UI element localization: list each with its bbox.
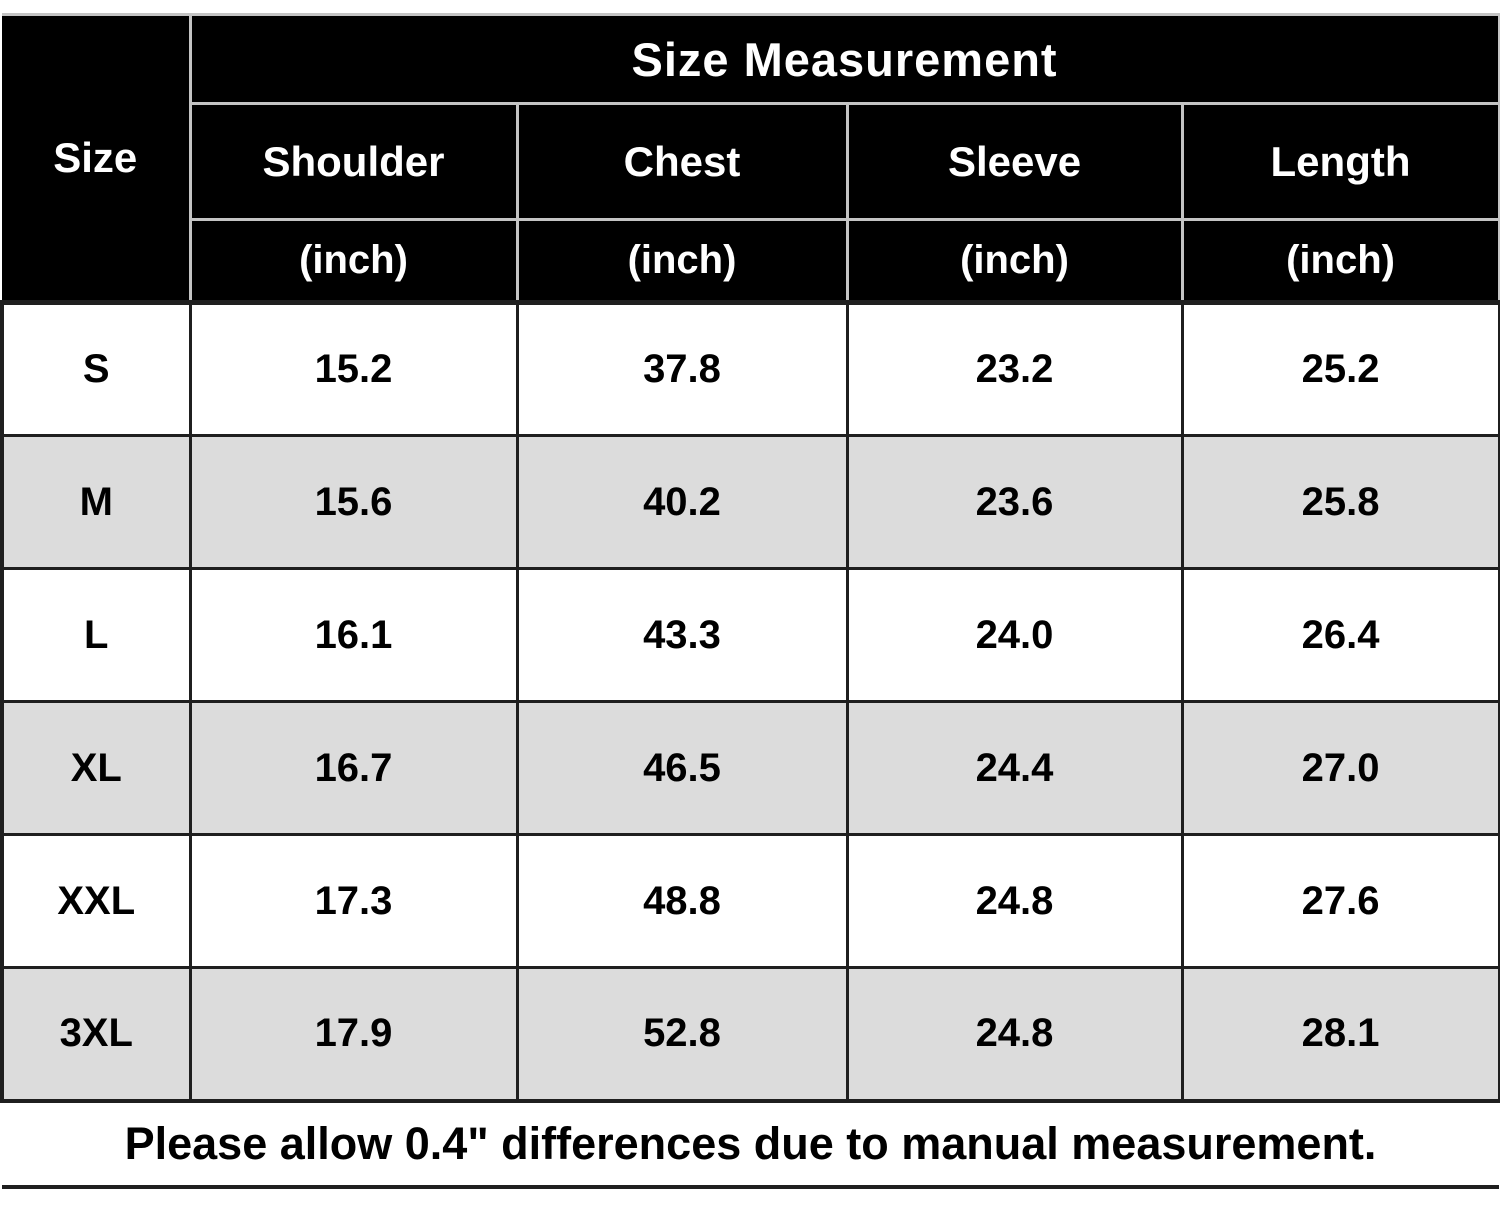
measurement-disclaimer: Please allow 0.4" differences due to man…	[2, 1098, 1500, 1189]
size-label: M	[0, 434, 192, 570]
sleeve-value: 24.8	[845, 966, 1184, 1102]
chest-value: 46.5	[515, 700, 849, 836]
header-length: Length	[1180, 102, 1500, 221]
size-label: S	[0, 300, 192, 437]
length-value: 28.1	[1180, 966, 1500, 1102]
shoulder-value: 16.7	[188, 700, 519, 836]
chest-value: 40.2	[515, 434, 849, 570]
length-value: 27.0	[1180, 700, 1500, 836]
length-value: 27.6	[1180, 833, 1500, 969]
chest-value: 52.8	[515, 966, 849, 1102]
footer-row: Please allow 0.4" differences due to man…	[2, 1098, 1500, 1189]
chest-value: 48.8	[515, 833, 849, 969]
table-row-xxl: XXL 17.3 48.8 24.8 27.6	[0, 833, 1500, 969]
length-value: 25.2	[1180, 300, 1500, 437]
chest-value: 37.8	[515, 300, 849, 437]
sleeve-value: 24.8	[845, 833, 1184, 969]
table-title: Size Measurement	[188, 13, 1500, 105]
table-row-xl: XL 16.7 46.5 24.4 27.0	[0, 700, 1500, 836]
table-row-m: M 15.6 40.2 23.6 25.8	[0, 434, 1500, 570]
header-shoulder: Shoulder	[188, 102, 519, 221]
size-label: 3XL	[0, 966, 192, 1102]
sleeve-value: 23.2	[845, 300, 1184, 437]
unit-shoulder: (inch)	[188, 218, 519, 304]
header-title-row: Size Size Measurement	[2, 13, 1500, 304]
sleeve-value: 23.6	[845, 434, 1184, 570]
size-chart-table: Size Size Measurement Shoulder Chest Sle…	[0, 13, 1500, 1189]
shoulder-value: 17.3	[188, 833, 519, 969]
size-column-header: Size	[2, 13, 192, 304]
table-row-3xl: 3XL 17.9 52.8 24.8 28.1	[0, 966, 1500, 1102]
table-row-s: S 15.2 37.8 23.2 25.2	[0, 300, 1500, 437]
length-value: 25.8	[1180, 434, 1500, 570]
size-label: XXL	[0, 833, 192, 969]
shoulder-value: 15.6	[188, 434, 519, 570]
table-row-l: L 16.1 43.3 24.0 26.4	[0, 567, 1500, 703]
header-sleeve: Sleeve	[845, 102, 1184, 221]
length-value: 26.4	[1180, 567, 1500, 703]
unit-length: (inch)	[1180, 218, 1500, 304]
unit-chest: (inch)	[515, 218, 849, 304]
sleeve-value: 24.0	[845, 567, 1184, 703]
header-units-row: (inch) (inch) (inch) (inch)	[2, 218, 1500, 304]
unit-sleeve: (inch)	[845, 218, 1184, 304]
shoulder-value: 16.1	[188, 567, 519, 703]
size-label: L	[0, 567, 192, 703]
sleeve-value: 24.4	[845, 700, 1184, 836]
header-columns-row: Shoulder Chest Sleeve Length	[2, 102, 1500, 221]
chest-value: 43.3	[515, 567, 849, 703]
size-label: XL	[0, 700, 192, 836]
shoulder-value: 15.2	[188, 300, 519, 437]
shoulder-value: 17.9	[188, 966, 519, 1102]
header-chest: Chest	[515, 102, 849, 221]
